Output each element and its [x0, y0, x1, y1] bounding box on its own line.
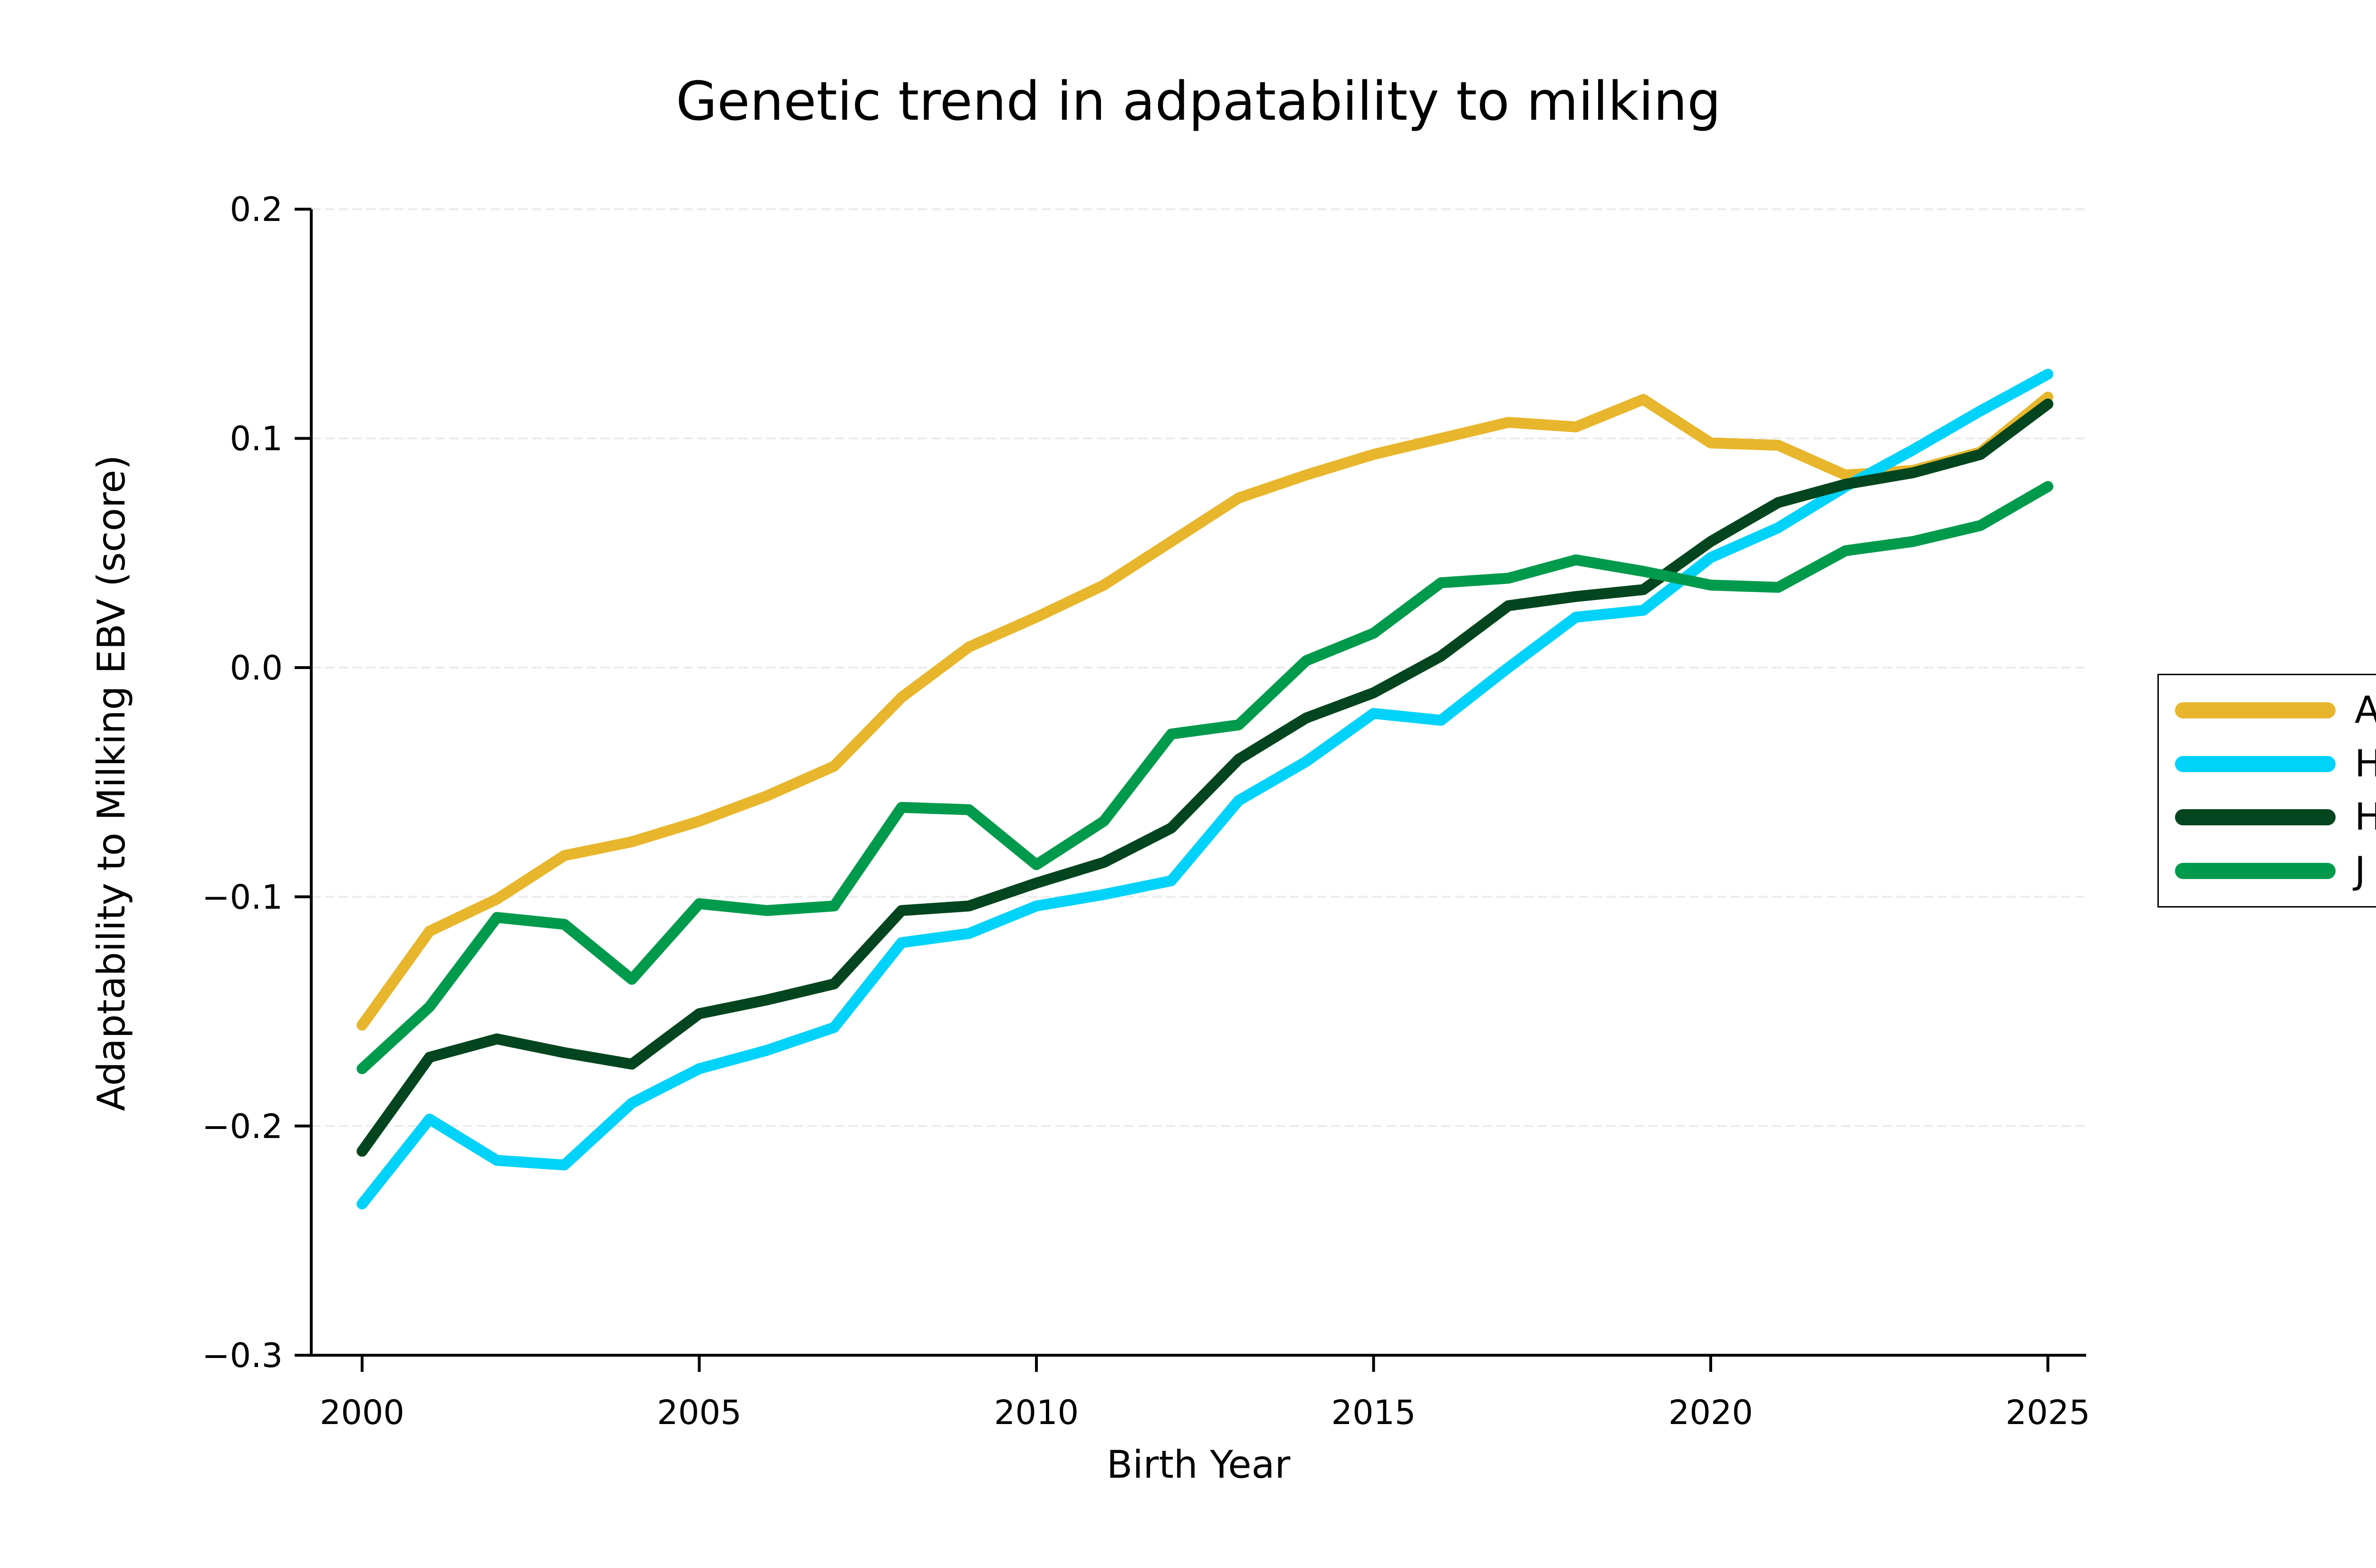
- gridlines: [311, 208, 2086, 1357]
- y-tick-label: 0.0: [230, 649, 283, 688]
- x-tick-label: 2025: [2005, 1393, 2090, 1432]
- legend-swatch-a: [2175, 702, 2336, 719]
- legend-swatch-hfj: [2175, 809, 2336, 826]
- axes: [295, 208, 2086, 1372]
- series-line-hfj: [356, 398, 2053, 1157]
- x-tick-label: 2000: [320, 1393, 404, 1432]
- series-line-hf: [356, 369, 2053, 1210]
- legend-label-a: A: [2355, 689, 2376, 732]
- y-tick-label: −0.1: [202, 878, 283, 917]
- legend-item-j: J: [2159, 848, 2376, 894]
- x-tick-label: 2020: [1668, 1393, 1753, 1432]
- series-line-j: [356, 481, 2053, 1074]
- legend-item-hf: HF: [2159, 741, 2376, 787]
- legend-swatch-j: [2175, 862, 2336, 879]
- y-tick-labels: 0.2 0.1 0.0 −0.1 −0.2 −0.3: [202, 190, 283, 1375]
- y-tick-label: −0.3: [202, 1336, 283, 1375]
- y-axis-label: Adaptability to Milking EBV (score): [89, 455, 134, 1111]
- legend-label-j: J: [2355, 849, 2366, 892]
- x-tick-label: 2010: [994, 1393, 1079, 1432]
- legend-label-hfj: HFJ: [2355, 796, 2376, 839]
- x-tick-labels: 2000 2005 2010 2015 2020 2025: [320, 1393, 2090, 1432]
- legend-item-a: A: [2159, 688, 2376, 734]
- x-tick-label: 2015: [1331, 1393, 1416, 1432]
- y-tick-label: 0.1: [230, 420, 283, 459]
- legend-swatch-hf: [2175, 755, 2336, 772]
- x-tick-label: 2005: [657, 1393, 741, 1432]
- legend-item-hfj: HFJ: [2159, 794, 2376, 841]
- legend: A HF HFJ J: [2157, 674, 2376, 908]
- series-lines: [356, 369, 2053, 1210]
- y-tick-label: 0.2: [230, 190, 283, 229]
- chart-title: Genetic trend in adpatability to milking: [676, 71, 1721, 133]
- series-line-a: [356, 392, 2053, 1031]
- x-axis-label: Birth Year: [1107, 1443, 1291, 1487]
- legend-label-hf: HF: [2355, 742, 2376, 785]
- y-tick-label: −0.2: [202, 1107, 283, 1146]
